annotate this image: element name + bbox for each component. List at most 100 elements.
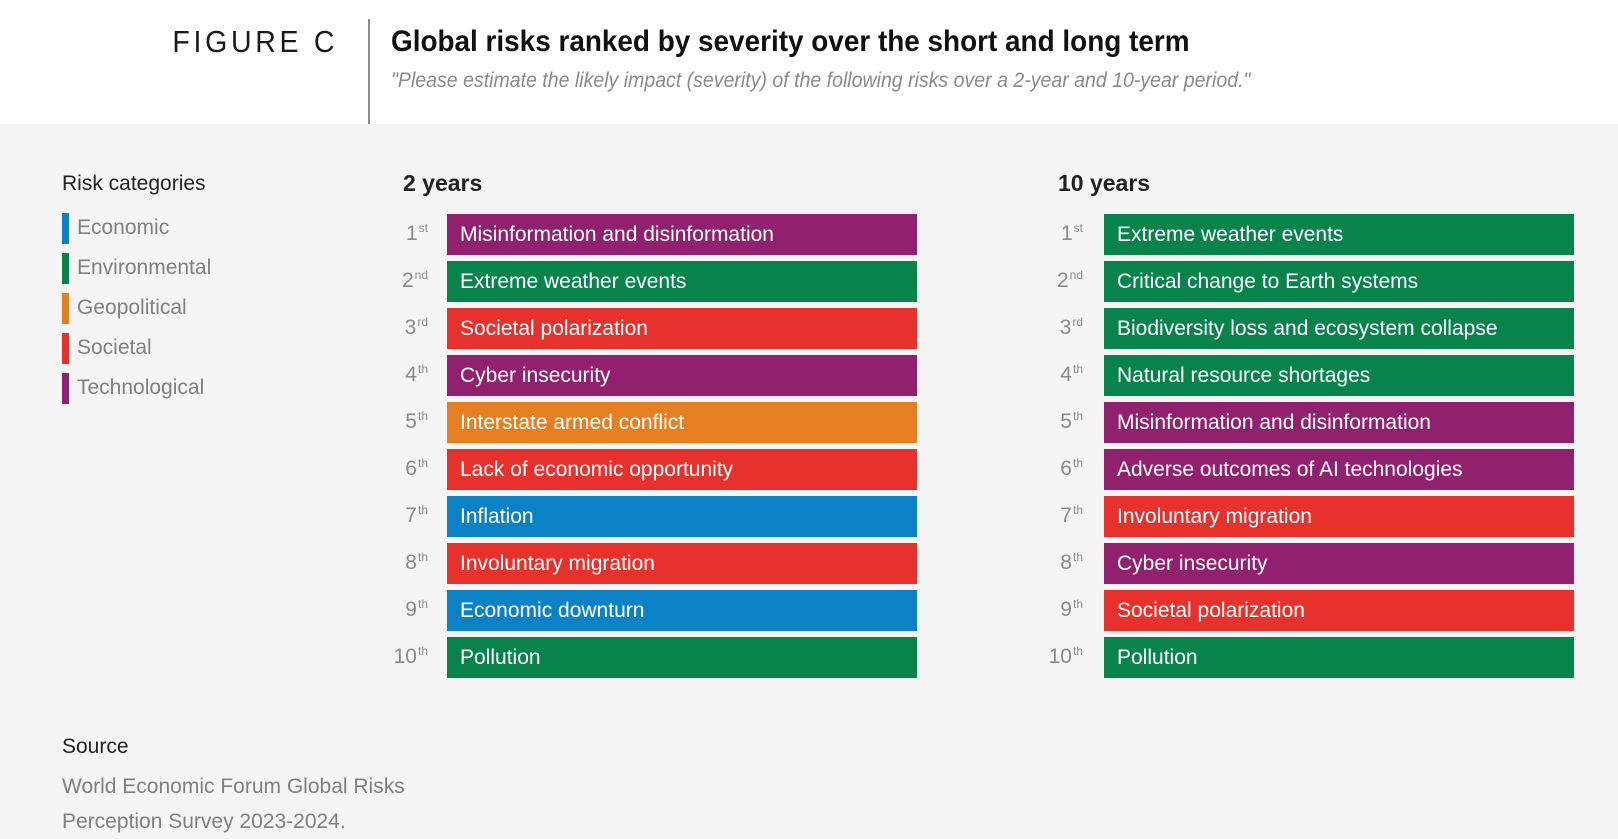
risk-bar-environmental: Biodiversity loss and ecosystem collapse [1104,308,1574,349]
risk-label: Interstate armed conflict [460,410,685,434]
risk-bar-environmental: Critical change to Earth systems [1104,261,1574,302]
rank-label: 10th [1043,644,1083,669]
rank-label: 3rd [388,315,428,340]
risk-label: Economic downturn [460,598,645,622]
rank-number: 9 [405,598,417,621]
risk-bar-technological: Cyber insecurity [447,355,917,396]
risk-label: Biodiversity loss and ecosystem collapse [1117,316,1498,340]
rank-suffix: th [1072,644,1083,658]
risk-label: Cyber insecurity [460,363,611,387]
risk-bar-environmental: Natural resource shortages [1104,355,1574,396]
legend-swatch [62,252,69,284]
risk-bar-environmental: Pollution [1104,637,1574,678]
risk-bar-geopolitical: Interstate armed conflict [447,402,917,443]
legend-item-technological: Technological [62,368,211,408]
rank-number: 5 [405,410,417,433]
rank-suffix: th [417,409,428,423]
rank-suffix: th [417,503,428,517]
risk-label: Pollution [1117,645,1198,669]
risk-bar-environmental: Pollution [447,637,917,678]
legend-item-societal: Societal [62,328,211,368]
risk-label: Societal polarization [1117,598,1305,622]
source-note: Source World Economic Forum Global Risks… [62,735,442,839]
legend-swatch [62,212,69,244]
rank-number: 6 [405,457,417,480]
legend-label: Societal [77,336,152,359]
legend-swatch [62,292,69,324]
risk-label: Involuntary migration [460,551,655,575]
risk-bar-environmental: Extreme weather events [447,261,917,302]
risk-bar-societal: Lack of economic opportunity [447,449,917,490]
risk-label: Cyber insecurity [1117,551,1268,575]
rank-label: 4th [1043,362,1083,387]
risk-bar-societal: Societal polarization [447,308,917,349]
rank-suffix: nd [414,268,428,282]
risk-label: Adverse outcomes of AI technologies [1117,457,1463,481]
rank-number: 9 [1060,598,1072,621]
rank-number: 4 [405,363,417,386]
rank-number: 8 [405,551,417,574]
rank-number: 10 [1048,645,1072,668]
rank-number: 7 [1060,504,1072,527]
rank-number: 3 [1059,316,1072,339]
panel-10-years: 10 years 1st Extreme weather events 2nd Cri… [1049,170,1574,684]
rank-label: 5th [388,409,428,434]
panel-2-years: 2 years 1st Misinformation and disinforma… [394,170,917,684]
rank-label: 9th [388,597,428,622]
rank-label: 8th [1043,550,1083,575]
risk-label: Misinformation and disinformation [460,222,774,246]
figure-label: FIGURE C [172,24,338,59]
risk-label: Lack of economic opportunity [460,457,734,481]
risk-bar-economic: Economic downturn [447,590,917,631]
rank-number: 8 [1060,551,1072,574]
source-text: World Economic Forum Global Risks Percep… [62,775,405,833]
rank-label: 9th [1043,597,1083,622]
risk-label: Critical change to Earth systems [1117,269,1419,293]
rank-suffix: th [417,597,428,611]
rank-label: 1st [388,221,428,246]
rank-number: 10 [393,645,417,668]
risk-bar-technological: Misinformation and disinformation [447,214,917,255]
rank-label: 2nd [388,268,428,293]
rank-label: 4th [388,362,428,387]
rank-suffix: th [1072,362,1083,376]
rank-suffix: st [1073,221,1083,235]
rank-suffix: rd [417,315,428,329]
risk-label: Natural resource shortages [1117,363,1371,387]
risk-bar-technological: Misinformation and disinformation [1104,402,1574,443]
rank-suffix: th [417,550,428,564]
legend-label: Geopolitical [77,296,187,319]
risk-label: Extreme weather events [460,269,687,293]
risk-label: Misinformation and disinformation [1117,410,1431,434]
rank-label: 8th [388,550,428,575]
rank-suffix: th [1072,409,1083,423]
rank-label: 5th [1043,409,1083,434]
rank-suffix: th [1072,456,1083,470]
rank-label: 7th [1043,503,1083,528]
panel-title: 10 years [1058,170,1151,196]
legend: Risk categories Economic Environmental Geo… [62,172,211,408]
rank-suffix: th [1072,550,1083,564]
risk-label: Societal polarization [460,316,648,340]
risk-label: Involuntary migration [1117,504,1312,528]
rank-number: 2 [401,269,414,292]
rank-number: 1 [405,222,418,245]
legend-item-geopolitical: Geopolitical [62,288,211,328]
rank-number: 3 [404,316,417,339]
rank-suffix: nd [1069,268,1083,282]
rank-number: 4 [1060,363,1072,386]
legend-title: Risk categories [62,172,206,195]
rank-suffix: th [417,362,428,376]
legend-item-environmental: Environmental [62,248,211,288]
rank-suffix: th [1072,503,1083,517]
risk-bar-societal: Involuntary migration [1104,496,1574,537]
risk-label: Extreme weather events [1117,222,1344,246]
rank-label: 10th [388,644,428,669]
chart-subtitle: "Please estimate the likely impact (seve… [391,69,1251,92]
rank-number: 7 [405,504,417,527]
rank-label: 3rd [1043,315,1083,340]
legend-label: Technological [77,376,205,399]
rank-suffix: th [417,456,428,470]
rank-label: 7th [388,503,428,528]
risk-bar-societal: Involuntary migration [447,543,917,584]
